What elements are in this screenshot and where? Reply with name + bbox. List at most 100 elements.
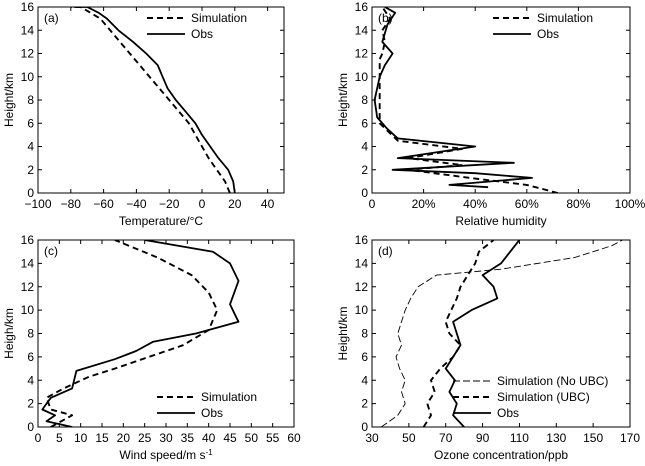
series-line-0 [70, 7, 231, 193]
y-tick-label: 16 [21, 0, 35, 14]
x-tick-label: −80 [61, 197, 82, 211]
y-tick-label: 12 [21, 280, 35, 294]
y-tick-label: 14 [355, 256, 369, 270]
x-tick-label: 40 [202, 431, 216, 445]
x-tick-label: 20% [412, 197, 436, 211]
y-tick-label: 2 [27, 163, 34, 177]
legend-label-0: Simulation [191, 11, 247, 25]
x-tick-label: −20 [159, 197, 180, 211]
y-tick-label: 2 [27, 397, 34, 411]
y-tick-label: 8 [27, 93, 34, 107]
y-tick-label: 12 [21, 47, 35, 61]
x-tick-label: 30 [159, 431, 173, 445]
x-tick-label: 90 [476, 431, 490, 445]
chart-panel-2: 0 5 10 15 20 25 30 35 40 45 50 55 600246810121416(c)… [2, 233, 301, 462]
y-tick-label: 16 [355, 233, 369, 247]
x-tick-label: 110 [510, 431, 529, 445]
x-tick-label: 50 [245, 431, 259, 445]
x-tick-label: 100% [615, 197, 645, 211]
y-tick-label: 4 [27, 373, 34, 387]
legend-label-0: Simulation [537, 11, 593, 25]
x-tick-label: 0 [369, 197, 376, 211]
chart-panel-1: 0 20% 40% 60% 80% 100%0246810121416(b)Relativ… [336, 0, 645, 228]
x-tick-label: 40% [463, 197, 487, 211]
legend-label-1: Obs [201, 406, 223, 420]
x-tick-label: 5 [56, 431, 63, 445]
y-tick-label: 10 [355, 70, 369, 84]
panel-label: (d) [378, 244, 393, 258]
y-tick-label: 6 [361, 350, 368, 364]
y-axis-label: Heigh/km [2, 308, 16, 359]
y-tick-label: 6 [361, 116, 368, 130]
legend-label-1: Obs [537, 27, 559, 41]
x-tick-label: 55 [266, 431, 280, 445]
x-axis-label: Ozone concentration/ppb [434, 448, 568, 462]
x-tick-label: 10 [74, 431, 88, 445]
y-tick-label: 14 [21, 23, 35, 37]
y-tick-label: 4 [27, 140, 34, 154]
chart-panel-0: −100 −80 −60 −40 −20 0 20 40 0 2 4 6 8 10 12 14 16 (a) Tem… [2, 0, 285, 228]
x-tick-label: 60 [287, 431, 301, 445]
x-tick-label: 60% [515, 197, 539, 211]
legend-label-2: Obs [497, 406, 519, 420]
x-tick-label: −100 [24, 197, 51, 211]
y-tick-label: 12 [355, 280, 369, 294]
y-tick-label: 4 [361, 140, 368, 154]
y-tick-label: 14 [21, 256, 35, 270]
y-axis-label: Height/km [336, 73, 350, 127]
legend-label-0: Simulation [201, 390, 257, 404]
series-line-0 [45, 240, 219, 427]
y-tick-label: 16 [355, 0, 369, 14]
x-tick-label: 15 [95, 431, 109, 445]
x-tick-label: 35 [181, 431, 195, 445]
series-line-1 [373, 7, 533, 189]
panel-label: (a) [44, 11, 59, 25]
x-tick-label: 80% [566, 197, 590, 211]
x-tick-label: 20 [117, 431, 131, 445]
y-tick-label: 0 [27, 420, 34, 434]
x-tick-label: 40 [261, 197, 275, 211]
x-tick-label: 70 [439, 431, 453, 445]
y-tick-label: 0 [361, 186, 368, 200]
x-tick-label: 20 [228, 197, 242, 211]
y-tick-label: 10 [21, 303, 35, 317]
x-tick-label: 50 [402, 431, 416, 445]
series-line-1 [41, 240, 240, 427]
series-line-1 [422, 240, 495, 427]
y-axis-label: Height/km [2, 73, 16, 127]
y-tick-label: 8 [361, 93, 368, 107]
y-tick-label: 0 [361, 420, 368, 434]
y-tick-label: 4 [361, 373, 368, 387]
y-tick-label: 10 [355, 303, 369, 317]
x-tick-label: 45 [223, 431, 237, 445]
y-axis-label: Height/km [336, 306, 350, 360]
y-tick-label: 12 [355, 47, 369, 61]
y-tick-label: 16 [21, 233, 35, 247]
y-tick-label: 6 [27, 350, 34, 364]
y-tick-label: 8 [361, 327, 368, 341]
y-tick-label: 8 [27, 327, 34, 341]
x-tick-label: −40 [126, 197, 147, 211]
x-tick-label: 0 [35, 431, 42, 445]
x-tick-label: 30 [365, 431, 379, 445]
x-axis-label: Temperature/°C [119, 214, 203, 228]
x-tick-label: 25 [138, 431, 152, 445]
legend-label-0: Simulation (No UBC) [497, 374, 608, 388]
series-line-1 [74, 7, 236, 193]
x-tick-label: −60 [93, 197, 114, 211]
x-axis-label: Wind speed/m s-1 [119, 448, 213, 463]
plot-frame [37, 6, 285, 194]
y-tick-label: 0 [27, 186, 34, 200]
x-tick-label: 150 [583, 431, 603, 445]
y-tick-label: 10 [21, 70, 35, 84]
x-tick-label: 0 [199, 197, 206, 211]
chart-panel-3: 30 50 70 90 110 130 150 170 0 2 4 6 8 10 12 14 16 (d) Ozon… [336, 233, 640, 462]
legend-label-1: Simulation (UBC) [497, 390, 590, 404]
y-tick-label: 6 [27, 116, 34, 130]
y-tick-label: 14 [355, 23, 369, 37]
panel-label: (c) [44, 244, 58, 258]
x-axis-label: Relative humidity [455, 214, 546, 228]
x-tick-label: 130 [546, 431, 566, 445]
y-tick-label: 2 [361, 163, 368, 177]
